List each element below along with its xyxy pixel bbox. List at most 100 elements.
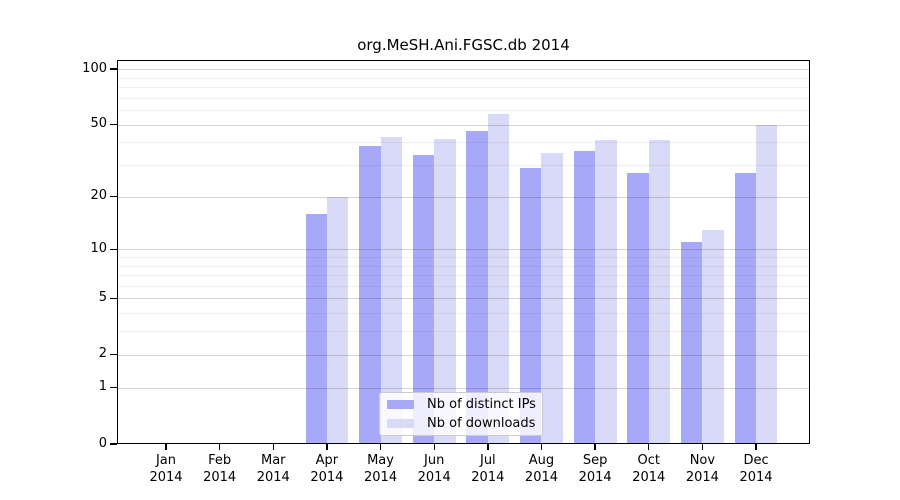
y-tick-mark [110, 297, 117, 300]
y-tick-label: 50 [90, 116, 107, 132]
x-tick-mark [755, 444, 757, 450]
y-tick-label: 2 [98, 346, 107, 362]
legend-swatch-downloads [387, 419, 414, 428]
x-tick-year: 2014 [417, 470, 451, 485]
x-tick-year: 2014 [256, 470, 290, 485]
x-tick-label: Jun 2014 [402, 452, 466, 486]
y-tick-mark [110, 123, 117, 126]
x-tick-month: Jun [424, 453, 445, 468]
x-tick-label: Feb 2014 [188, 452, 252, 486]
x-tick-month: Jan [155, 453, 177, 468]
y-tick-mark [110, 248, 117, 250]
bar-downloads-dec [756, 124, 778, 444]
gridline-minor [117, 275, 810, 277]
x-tick-mark [540, 444, 543, 450]
x-tick-label: Mar 2014 [241, 452, 305, 486]
legend-item-downloads: Nb of downloads [387, 416, 542, 431]
gridline-major [117, 354, 810, 356]
bar-ips-may [359, 146, 381, 444]
y-tick-label: 100 [82, 60, 107, 76]
x-tick-month: May [367, 453, 394, 468]
gridline-major [117, 298, 810, 300]
x-tick-label: Apr 2014 [295, 452, 359, 486]
bar-downloads-jun [434, 138, 456, 444]
x-tick-label: Jan 2014 [134, 452, 198, 486]
bar-downloads-nov [702, 229, 724, 444]
bar-downloads-may [380, 136, 402, 444]
y-tick-mark [110, 196, 117, 198]
x-tick-month: Oct [637, 453, 660, 468]
y-tick-mark [110, 68, 117, 70]
bar-ips-sep [573, 150, 596, 444]
x-tick-label: Oct 2014 [617, 452, 681, 486]
gridline-minor [117, 97, 810, 99]
x-tick-mark [165, 444, 167, 450]
x-tick-label: Dec 2014 [724, 452, 788, 486]
y-tick-label: 0 [98, 435, 107, 451]
x-tick-mark [379, 444, 382, 450]
gridline-minor [117, 313, 810, 315]
bar-downloads-jul [487, 114, 510, 444]
y-tick-label: 20 [90, 188, 107, 204]
x-tick-year: 2014 [578, 470, 612, 485]
x-tick-mark [218, 444, 221, 450]
gridline-major [117, 69, 810, 71]
x-tick-label: Aug 2014 [509, 452, 573, 486]
x-tick-mark [272, 444, 274, 450]
legend-label-distinct-ips: Nb of distinct IPs [427, 397, 536, 412]
x-tick-month: Apr [315, 453, 339, 468]
x-tick-label: May 2014 [349, 452, 413, 486]
x-tick-month: Nov [689, 453, 716, 468]
legend: Nb of distinct IPs Nb of downloads [379, 392, 543, 436]
legend-item-distinct-ips: Nb of distinct IPs [387, 397, 542, 412]
x-tick-year: 2014 [632, 470, 666, 485]
x-tick-year: 2014 [310, 470, 344, 485]
x-tick-mark [648, 444, 650, 450]
gridline-minor [117, 142, 810, 144]
gridline-minor [117, 285, 810, 287]
bar-downloads-sep [595, 140, 617, 444]
gridline-major [117, 124, 810, 126]
y-tick-label: 10 [90, 240, 107, 256]
x-tick-mark [433, 444, 435, 450]
x-tick-month: Jul [479, 453, 496, 468]
gridline-minor [117, 165, 810, 167]
plot-area: Nb of distinct IPs Nb of downloads 100 50… [82, 60, 810, 485]
x-tick-mark [701, 444, 704, 450]
x-tick-month: Dec [743, 453, 769, 468]
x-tick-month: Sep [582, 453, 608, 468]
bar-downloads-oct [648, 140, 671, 444]
gridline-minor [117, 257, 810, 258]
bar-ips-nov [681, 242, 703, 444]
chart-title: org.MeSH.Ani.FGSC.db 2014 [357, 36, 570, 54]
x-tick-mark [487, 444, 489, 450]
x-tick-year: 2014 [739, 470, 773, 485]
gridline-minor [117, 87, 810, 89]
bar-ips-oct [627, 173, 649, 444]
y-tick-mark [110, 443, 117, 445]
bar-downloads-apr [326, 196, 349, 444]
x-tick-year: 2014 [364, 470, 398, 485]
x-tick-label: Sep 2014 [563, 452, 627, 486]
gridline-major [117, 249, 810, 251]
x-tick-year: 2014 [524, 470, 559, 485]
bar-ips-apr [305, 213, 327, 444]
x-tick-year: 2014 [685, 470, 719, 485]
x-tick-year: 2014 [149, 470, 183, 485]
gridline-minor [117, 265, 810, 267]
x-tick-month: Feb [208, 453, 232, 468]
x-tick-mark [326, 444, 328, 450]
gridline-minor [117, 77, 810, 79]
x-tick-mark [594, 444, 596, 450]
x-tick-year: 2014 [203, 470, 237, 485]
x-tick-label: Jul 2014 [456, 452, 520, 486]
gridline-minor [117, 331, 810, 333]
legend-swatch-distinct-ips [387, 400, 414, 409]
x-tick-month: Aug [528, 453, 555, 468]
bar-ips-dec [734, 173, 757, 444]
y-tick-label: 1 [98, 379, 107, 395]
x-tick-year: 2014 [471, 470, 505, 485]
x-tick-label: Nov 2014 [670, 452, 734, 486]
bar-ips-jun [412, 155, 435, 444]
